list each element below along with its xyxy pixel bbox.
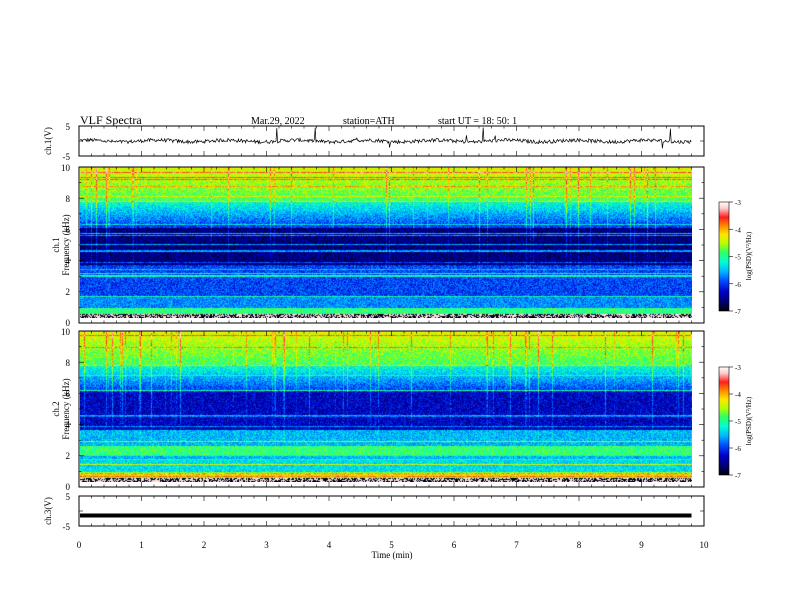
ch1-freq-tick-6: 6 — [66, 225, 71, 235]
time-tick-label: 2 — [202, 540, 207, 550]
ch2-spectrogram-image — [80, 331, 692, 482]
time-tick-label: 10 — [700, 540, 710, 550]
ch1-spectrogram-ticks — [78, 166, 705, 324]
colorbar-tick-label: -5 — [735, 418, 741, 426]
ch3-waveform-trace — [80, 513, 692, 518]
ch2-colorbar-label: log(PSD)(V²/Hz) — [745, 396, 753, 445]
colorbar-tick-label: -4 — [735, 391, 741, 399]
ch2-colorbar-ticks: -3 -4 -5 -6 -7 — [729, 364, 741, 480]
ch1-spectrogram-panel: 0 2 4 6 8 10 ch.1Frequency (kHz) — [51, 163, 705, 328]
ch1-colorbar-ticks: -3 -4 -5 -6 -7 — [729, 199, 741, 316]
ch2-freq-tick-10: 10 — [61, 327, 71, 337]
date-label: Mar.29, 2022 — [251, 116, 305, 127]
colorbar-tick-label: -7 — [735, 472, 741, 480]
colorbar-tick-label: -6 — [735, 281, 741, 289]
ch1-spectrogram-image — [80, 167, 692, 318]
ch2-freq-tick-4: 4 — [66, 420, 71, 430]
time-tick-label: 1 — [139, 540, 144, 550]
time-tick-label: 4 — [327, 540, 332, 550]
ch2-freq-tick-6: 6 — [66, 389, 71, 399]
ch1-waveform-ylabel: ch.1(V) — [43, 127, 53, 155]
time-tick-label: 7 — [514, 540, 519, 550]
ch1-ytick-bottom: -5 — [63, 152, 71, 162]
ch2-freq-tick-8: 8 — [66, 358, 71, 368]
ch2-colorbar-gradient — [718, 366, 730, 476]
colorbar-tick-label: -3 — [735, 199, 741, 207]
ch1-freq-tick-4: 4 — [66, 256, 71, 266]
time-axis-label: Time (min) — [372, 550, 413, 560]
ch2-freq-tick-2: 2 — [66, 451, 71, 461]
ch1-ytick-top: 5 — [66, 122, 71, 132]
time-tick-label: 0 — [77, 540, 82, 550]
ch1-colorbar-gradient — [718, 201, 730, 312]
colorbar-tick-label: -7 — [735, 308, 741, 316]
ch3-waveform-ticks — [78, 495, 705, 527]
colorbar-tick-label: -5 — [735, 254, 741, 262]
ch2-spectrogram-panel: 0 2 4 6 8 10 ch.2Frequency (kHz) — [51, 327, 705, 492]
station-label: station=ATH — [343, 116, 395, 127]
colorbar-tick-label: -6 — [735, 445, 741, 453]
ch3-waveform-ylabel: ch.3(V) — [43, 497, 53, 525]
ch1-freq-tick-8: 8 — [66, 194, 71, 204]
ch1-spectrogram-ylabel: ch.1Frequency (kHz) — [51, 214, 71, 275]
ch2-colorbar: -3 -4 -5 -6 -7 log(PSD)(V²/Hz) — [718, 364, 753, 480]
start-time-label: start UT = 18: 50: 1 — [438, 116, 517, 127]
ch3-waveform-panel: 5 -5 ch.3(V) — [43, 492, 705, 532]
ch3-ytick-bottom: -5 — [63, 522, 71, 532]
ch1-freq-tick-10: 10 — [61, 163, 71, 173]
colorbar-tick-label: -3 — [735, 364, 741, 372]
ch2-spectrogram-ylabel: ch.2Frequency (kHz) — [51, 378, 71, 439]
ch1-waveform-trace — [79, 127, 692, 149]
time-tick-label: 3 — [264, 540, 269, 550]
ch1-waveform-ticks — [78, 125, 705, 157]
time-tick-label: 5 — [389, 540, 394, 550]
time-tick-label: 8 — [577, 540, 582, 550]
colorbar-tick-label: -4 — [735, 226, 741, 234]
ch2-freq-tick-0: 0 — [66, 482, 71, 492]
ch1-colorbar-label: log(PSD)(V²/Hz) — [745, 231, 753, 280]
figure-title: VLF Spectra — [80, 113, 142, 127]
ch2-spectrogram-ticks — [78, 330, 705, 488]
time-axis-tick-labels: 0 1 2 3 4 5 6 7 8 9 10 — [77, 540, 709, 550]
ch1-colorbar: -3 -4 -5 -6 -7 log(PSD)(V²/Hz) — [718, 199, 753, 316]
ch1-freq-tick-2: 2 — [66, 287, 71, 297]
ch3-ytick-top: 5 — [66, 492, 71, 502]
ch1-freq-tick-0: 0 — [66, 318, 71, 328]
ch1-waveform-panel: 5 -5 ch.1(V) — [43, 122, 705, 162]
time-tick-label: 9 — [639, 540, 644, 550]
time-tick-label: 6 — [452, 540, 457, 550]
